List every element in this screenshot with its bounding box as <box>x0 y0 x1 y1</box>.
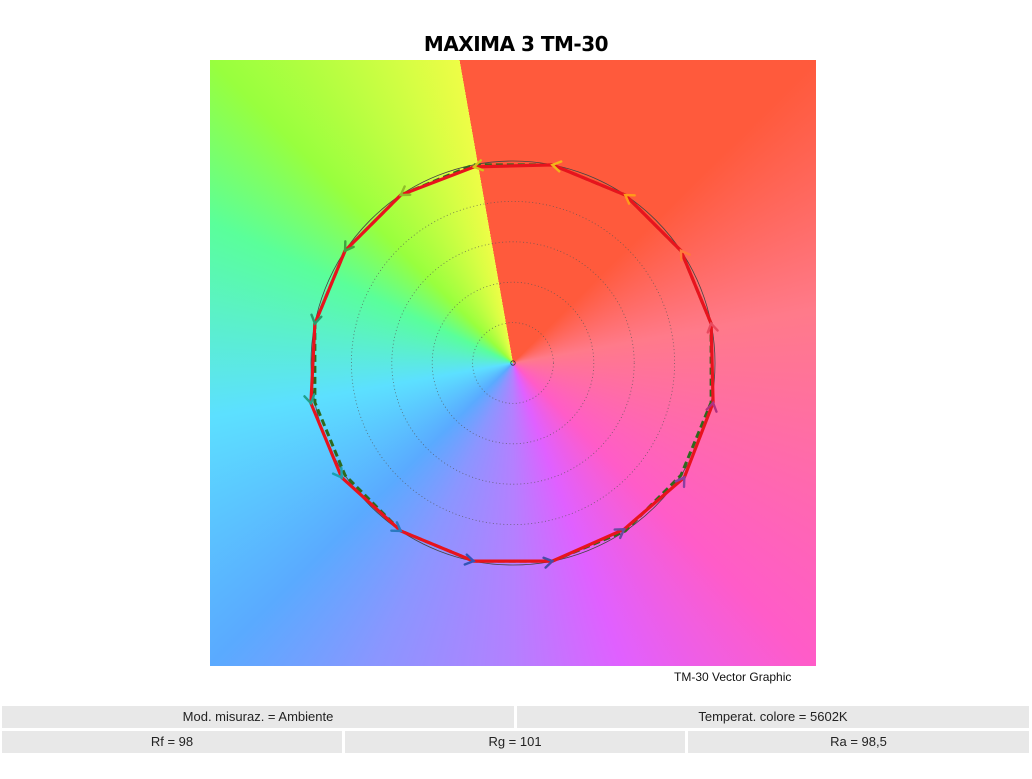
reference-polygon <box>313 163 713 563</box>
rf-cell: Rf = 98 <box>2 731 342 753</box>
tm30-vector-graphic <box>210 60 816 666</box>
hue-bin-arrow-15 <box>674 475 686 489</box>
hue-bin-arrow-2 <box>679 248 691 262</box>
hue-bin-arrow-7 <box>343 240 355 253</box>
chart-caption: TM-30 Vector Graphic <box>674 670 792 684</box>
grid-ring-3 <box>350 200 676 526</box>
test-polygon <box>309 163 715 563</box>
hue-bin-arrow-10 <box>331 466 343 480</box>
hue-bin-arrow-9 <box>303 393 316 406</box>
hue-bin-arrow-12 <box>463 553 476 566</box>
hue-bin-arrow-13 <box>542 556 555 569</box>
hue-bin-arrow-8 <box>310 313 323 326</box>
hue-bin-arrow-4 <box>550 160 563 173</box>
grid-ring-2 <box>391 241 635 485</box>
hue-bin-arrow-5 <box>471 159 485 172</box>
hue-bin-arrow-11 <box>390 521 403 533</box>
cct-cell: Temperat. colore = 5602K <box>517 706 1029 728</box>
hue-bin-arrow-14 <box>613 528 626 540</box>
ra-cell: Ra = 98,5 <box>688 731 1029 753</box>
grid-ring-0 <box>472 322 554 404</box>
measure-mode-cell: Mod. misuraz. = Ambiente <box>2 706 514 728</box>
hue-bin-arrow-1 <box>706 321 719 334</box>
grid-ring-1 <box>431 281 595 445</box>
hue-bin-arrow-16 <box>705 400 718 413</box>
hue-bin-arrow-3 <box>623 193 636 205</box>
center-marker <box>510 360 516 366</box>
vector-graphic-svg <box>303 159 719 569</box>
hue-bin-arrow-6 <box>398 185 412 197</box>
page-title: MAXIMA 3 TM-30 <box>423 32 609 56</box>
reference-circle <box>310 160 716 566</box>
rg-cell: Rg = 101 <box>345 731 685 753</box>
